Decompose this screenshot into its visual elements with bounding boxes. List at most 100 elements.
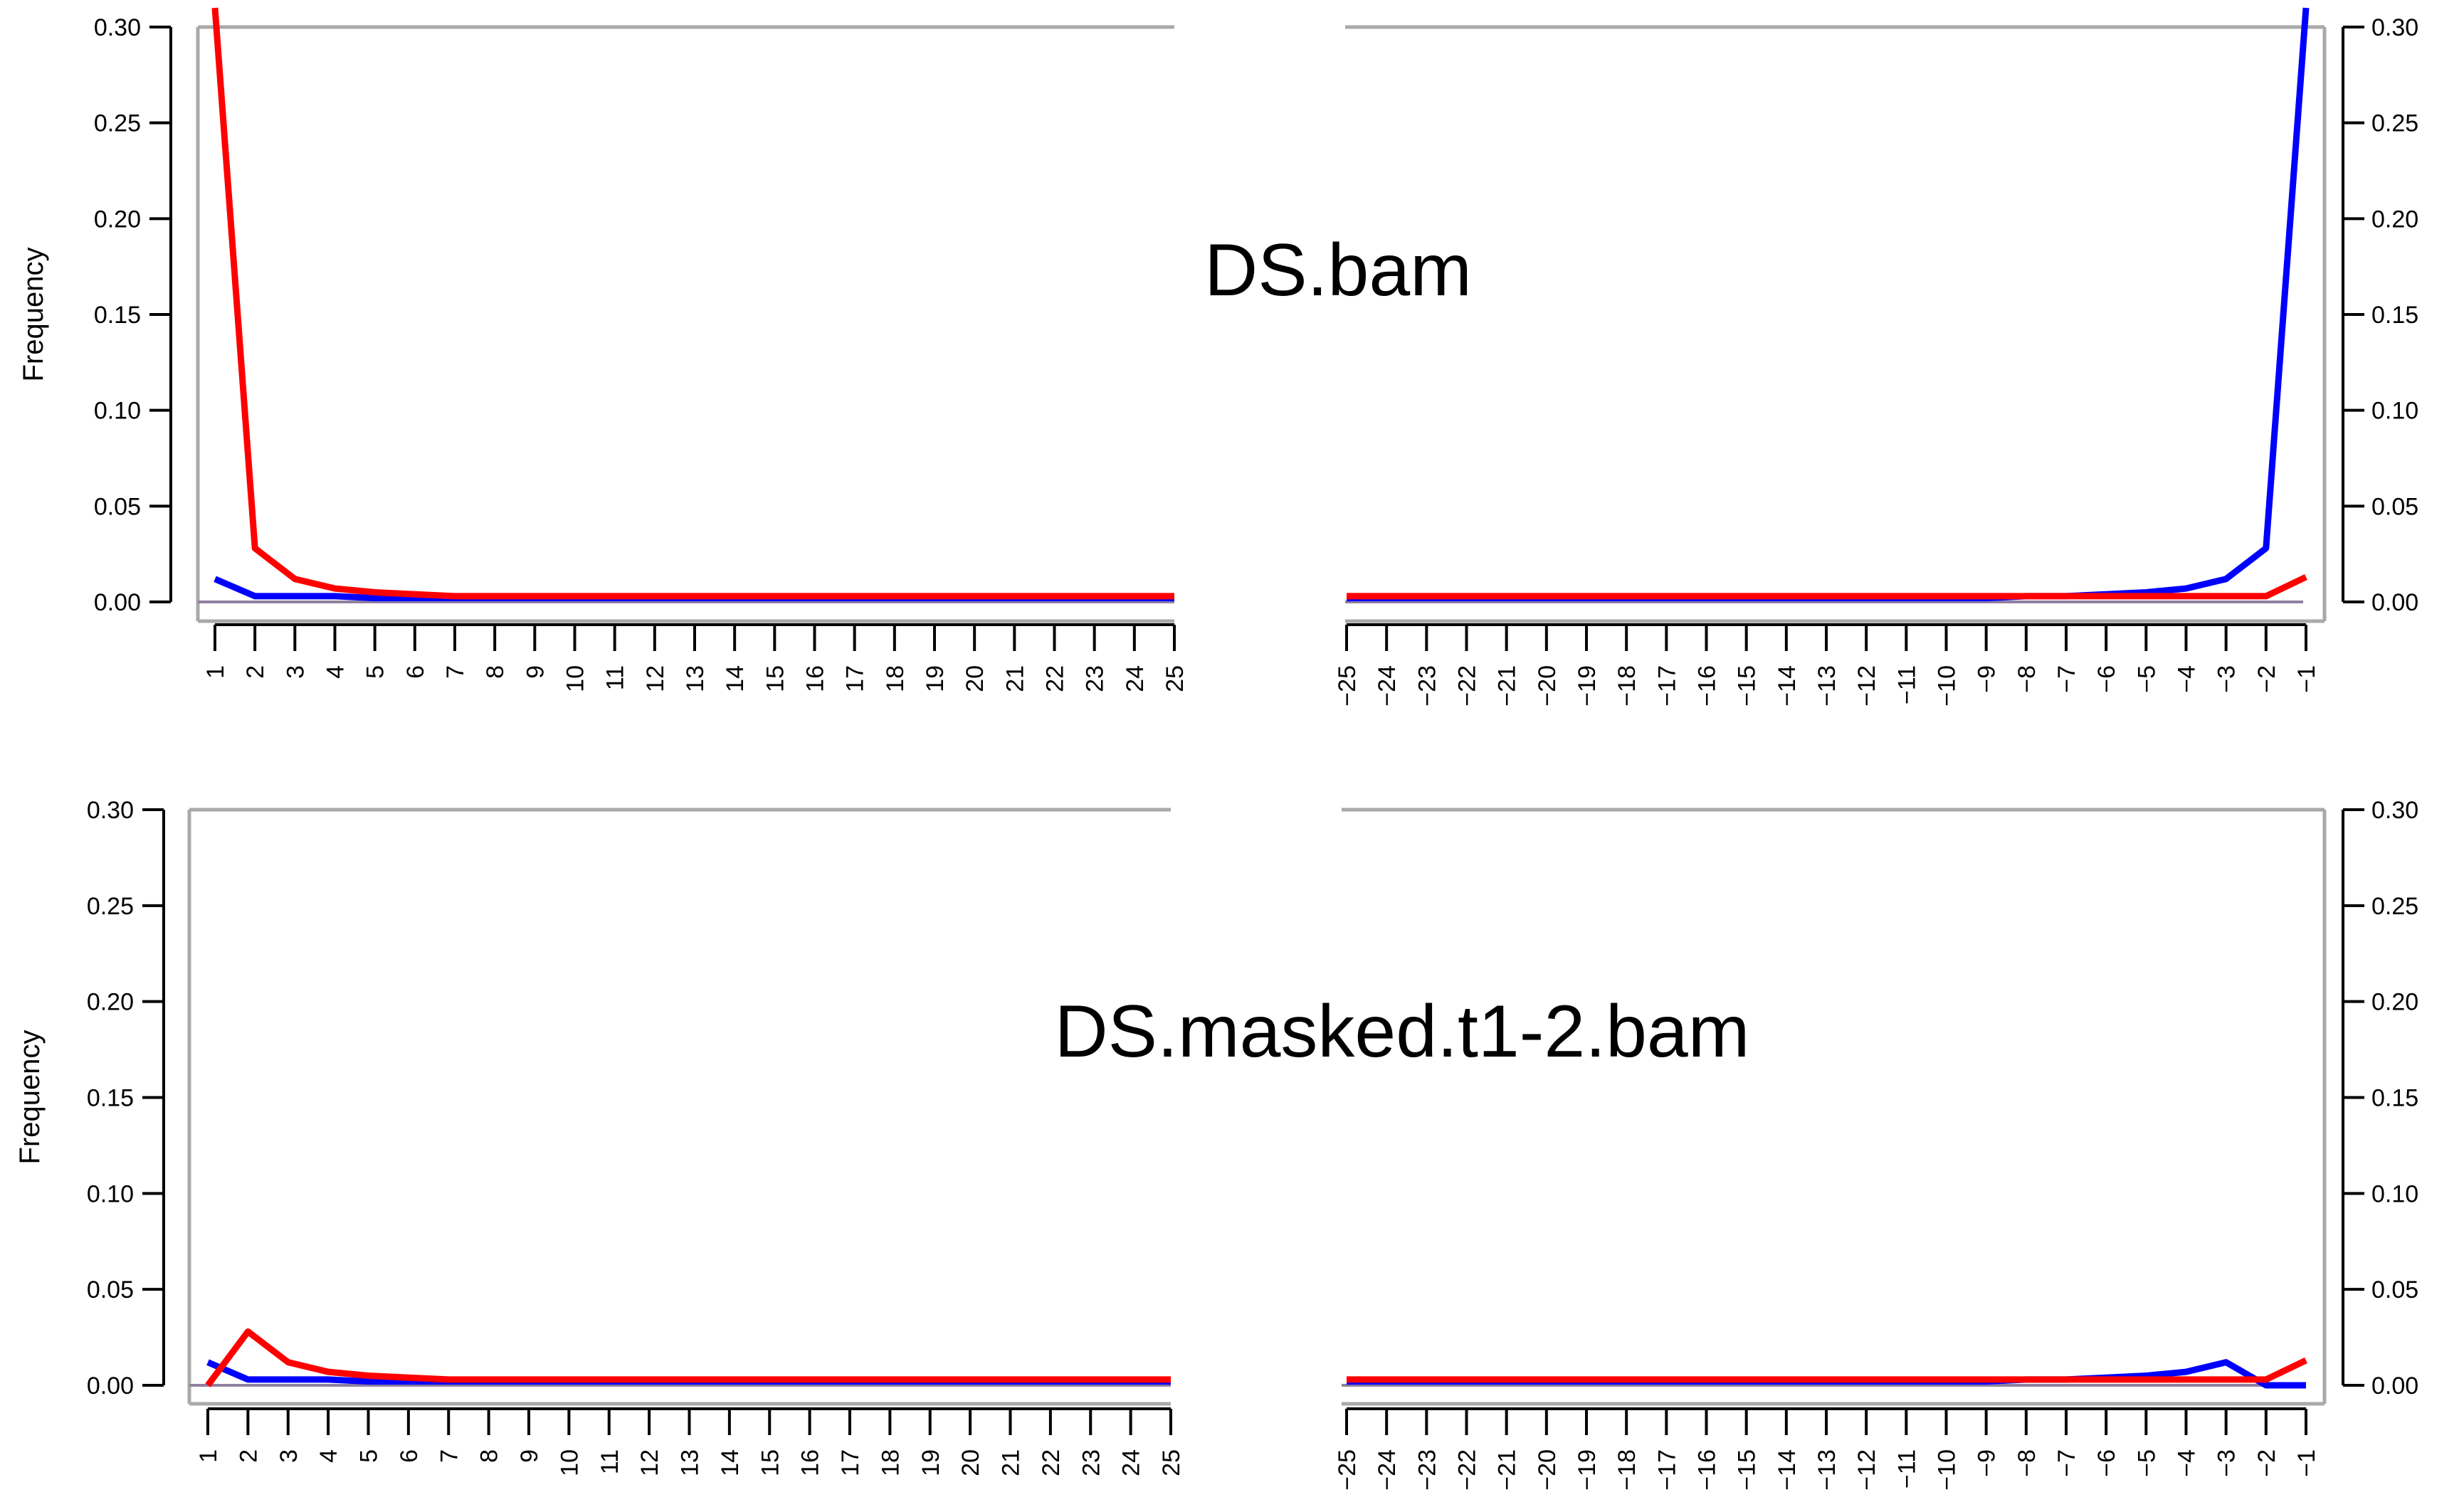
x-tick-label-right: −19 bbox=[1574, 665, 1601, 707]
x-tick-label-left: 16 bbox=[802, 665, 829, 692]
x-tick-label-left: 12 bbox=[642, 665, 669, 692]
x-tick-label-left: 4 bbox=[315, 1449, 342, 1463]
x-tick-label-right: −16 bbox=[1694, 665, 1721, 707]
y-tick-label-left: 0.30 bbox=[94, 14, 141, 41]
x-tick-label-left: 10 bbox=[562, 665, 589, 692]
y-tick-label-right: 0.30 bbox=[2371, 797, 2418, 824]
x-tick-label-right: −4 bbox=[2174, 665, 2201, 693]
x-tick-label-left: 18 bbox=[882, 665, 909, 692]
x-tick-label-left: 5 bbox=[362, 665, 389, 679]
x-tick-label-right: −4 bbox=[2174, 1449, 2201, 1477]
y-tick-label-left: 0.25 bbox=[94, 110, 141, 137]
x-tick-label-right: −14 bbox=[1774, 665, 1801, 707]
x-tick-label-right: −15 bbox=[1734, 1449, 1761, 1491]
x-tick-label-left: 23 bbox=[1082, 665, 1109, 692]
x-tick-label-right: −7 bbox=[2053, 665, 2080, 693]
y-tick-label-right: 0.25 bbox=[2371, 110, 2418, 137]
x-tick-label-right: −6 bbox=[2093, 665, 2120, 693]
x-tick-label-left: 21 bbox=[998, 1449, 1025, 1476]
x-tick-label-left: 12 bbox=[636, 1449, 663, 1476]
y-axis-label: Frequency bbox=[18, 248, 49, 382]
x-tick-label-right: −3 bbox=[2213, 665, 2241, 693]
x-tick-label-left: 19 bbox=[917, 1449, 944, 1476]
chart-panel-ds-masked: 0.00 0.05 0.10 0.15 0.20 0.25 0.30 0.00 0.05 0.10… bbox=[14, 797, 2418, 1491]
x-tick-label-left: 24 bbox=[1118, 1449, 1145, 1476]
chart-title: DS.masked.t1-2.bam bbox=[1055, 990, 1750, 1073]
x-tick-label-left: 20 bbox=[962, 665, 989, 692]
chart-panel-ds-bam: 0.00 0.05 0.10 0.15 0.20 0.25 0.30 0.00 0.05 0.10… bbox=[18, 7, 2418, 707]
x-tick-label-left: 11 bbox=[596, 1449, 623, 1474]
x-tick-label-left: 16 bbox=[797, 1449, 824, 1476]
x-tick-label-left: 3 bbox=[282, 665, 309, 679]
x-tick-label-left: 18 bbox=[877, 1449, 904, 1476]
x-tick-label-right: −3 bbox=[2213, 1449, 2241, 1477]
y-tick-label-left: 0.05 bbox=[94, 493, 141, 520]
x-tick-label-left: 15 bbox=[757, 1449, 784, 1476]
y-tick-label-right: 0.20 bbox=[2371, 206, 2418, 233]
x-tick-label-right: −9 bbox=[1974, 665, 2001, 693]
x-tick-label-left: 2 bbox=[235, 1449, 262, 1463]
x-tick-label-right: −10 bbox=[1934, 1449, 1961, 1491]
x-tick-label-left: 4 bbox=[322, 665, 349, 679]
y-tick-label-left: 0.25 bbox=[87, 893, 134, 920]
y-tick-label-right: 0.25 bbox=[2371, 893, 2418, 920]
y-tick-label-right: 0.15 bbox=[2371, 302, 2418, 329]
x-tick-label-left: 7 bbox=[436, 1449, 463, 1463]
x-tick-label-right: −2 bbox=[2253, 1449, 2280, 1477]
x-tick-label-right: −13 bbox=[1813, 665, 1841, 707]
y-tick-label-right: 0.00 bbox=[2371, 1372, 2418, 1400]
x-tick-label-right: −16 bbox=[1694, 1449, 1721, 1491]
x-tick-label-left: 10 bbox=[556, 1449, 583, 1476]
x-tick-label-right: −22 bbox=[1454, 1449, 1481, 1491]
chart-title: DS.bam bbox=[1204, 229, 1472, 312]
x-tick-label-left: 1 bbox=[195, 1449, 222, 1463]
x-tick-label-left: 6 bbox=[402, 665, 429, 679]
y-tick-label-right: 0.10 bbox=[2371, 1180, 2418, 1207]
y-tick-label-left: 0.15 bbox=[87, 1085, 134, 1112]
x-tick-label-left: 13 bbox=[677, 1449, 704, 1476]
x-tick-label-right: −11 bbox=[1893, 1449, 1920, 1488]
x-tick-label-right: −11 bbox=[1893, 665, 1920, 704]
x-tick-label-right: −24 bbox=[1374, 665, 1401, 707]
x-tick-label-left: 14 bbox=[717, 1449, 744, 1476]
x-tick-label-right: −7 bbox=[2053, 1449, 2080, 1477]
x-tick-label-right: −20 bbox=[1534, 1449, 1561, 1491]
x-tick-label-right: −21 bbox=[1494, 1449, 1521, 1491]
x-tick-label-right: −5 bbox=[2133, 1449, 2160, 1477]
x-tick-label-left: 24 bbox=[1122, 665, 1149, 692]
x-tick-label-right: −21 bbox=[1494, 665, 1521, 707]
series-line-blue-right bbox=[1347, 7, 2310, 602]
x-tick-label-left: 1 bbox=[202, 665, 229, 679]
x-tick-label-right: −24 bbox=[1374, 1449, 1401, 1491]
x-tick-label-right: −1 bbox=[2293, 1449, 2320, 1477]
x-tick-label-right: −18 bbox=[1613, 1449, 1641, 1491]
y-tick-label-left: 0.20 bbox=[87, 989, 134, 1016]
y-tick-label-left: 0.20 bbox=[94, 206, 141, 233]
x-tick-label-right: −8 bbox=[2013, 1449, 2041, 1477]
x-tick-label-left: 2 bbox=[242, 665, 269, 679]
y-tick-label-right: 0.10 bbox=[2371, 398, 2418, 425]
x-tick-label-right: −12 bbox=[1853, 665, 1880, 707]
x-tick-label-right: −8 bbox=[2013, 665, 2041, 693]
y-tick-label-left: 0.00 bbox=[94, 589, 141, 616]
x-tick-label-right: −15 bbox=[1734, 665, 1761, 707]
y-tick-label-left: 0.15 bbox=[94, 302, 141, 329]
x-tick-label-left: 21 bbox=[1001, 665, 1028, 692]
x-tick-label-right: −2 bbox=[2253, 665, 2280, 693]
x-tick-label-left: 6 bbox=[396, 1449, 423, 1463]
y-tick-label-right: 0.05 bbox=[2371, 1276, 2418, 1303]
x-tick-label-left: 9 bbox=[522, 665, 549, 679]
x-tick-label-left: 17 bbox=[837, 1449, 864, 1476]
x-tick-label-left: 8 bbox=[476, 1449, 503, 1463]
x-tick-label-right: −25 bbox=[1334, 1449, 1361, 1491]
x-tick-label-right: −13 bbox=[1813, 1449, 1841, 1491]
x-tick-label-right: −17 bbox=[1653, 1449, 1680, 1491]
x-tick-label-right: −25 bbox=[1334, 665, 1361, 707]
series-line-red-right bbox=[1347, 1357, 2307, 1383]
y-axis-label: Frequency bbox=[14, 1030, 46, 1165]
x-tick-label-left: 15 bbox=[762, 665, 789, 692]
x-tick-label-right: −9 bbox=[1974, 1449, 2001, 1477]
x-tick-label-left: 11 bbox=[602, 665, 629, 690]
series-line-red-right bbox=[1347, 573, 2307, 600]
